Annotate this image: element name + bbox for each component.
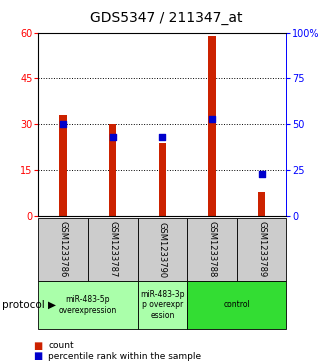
Text: GSM1233788: GSM1233788 [207, 221, 216, 278]
Text: miR-483-3p
p overexpr
ession: miR-483-3p p overexpr ession [140, 290, 184, 320]
Text: GSM1233790: GSM1233790 [158, 221, 167, 278]
Bar [258, 192, 265, 216]
Text: protocol ▶: protocol ▶ [2, 300, 56, 310]
Text: GDS5347 / 211347_at: GDS5347 / 211347_at [90, 11, 243, 25]
Text: GSM1233789: GSM1233789 [257, 221, 266, 278]
Text: ■: ■ [33, 351, 43, 362]
Point [61, 121, 66, 127]
Text: ■: ■ [33, 340, 43, 351]
Text: GSM1233786: GSM1233786 [59, 221, 68, 278]
Bar [159, 143, 166, 216]
Point [209, 116, 214, 122]
Point [160, 134, 165, 140]
Point [259, 171, 264, 177]
Text: miR-483-5p
overexpression: miR-483-5p overexpression [59, 295, 117, 315]
Text: control: control [223, 301, 250, 309]
Bar [208, 36, 216, 216]
Point [110, 134, 115, 140]
Text: count: count [48, 341, 74, 350]
Text: GSM1233787: GSM1233787 [108, 221, 117, 278]
Bar [59, 115, 67, 216]
Text: percentile rank within the sample: percentile rank within the sample [48, 352, 201, 361]
Bar [109, 124, 117, 216]
